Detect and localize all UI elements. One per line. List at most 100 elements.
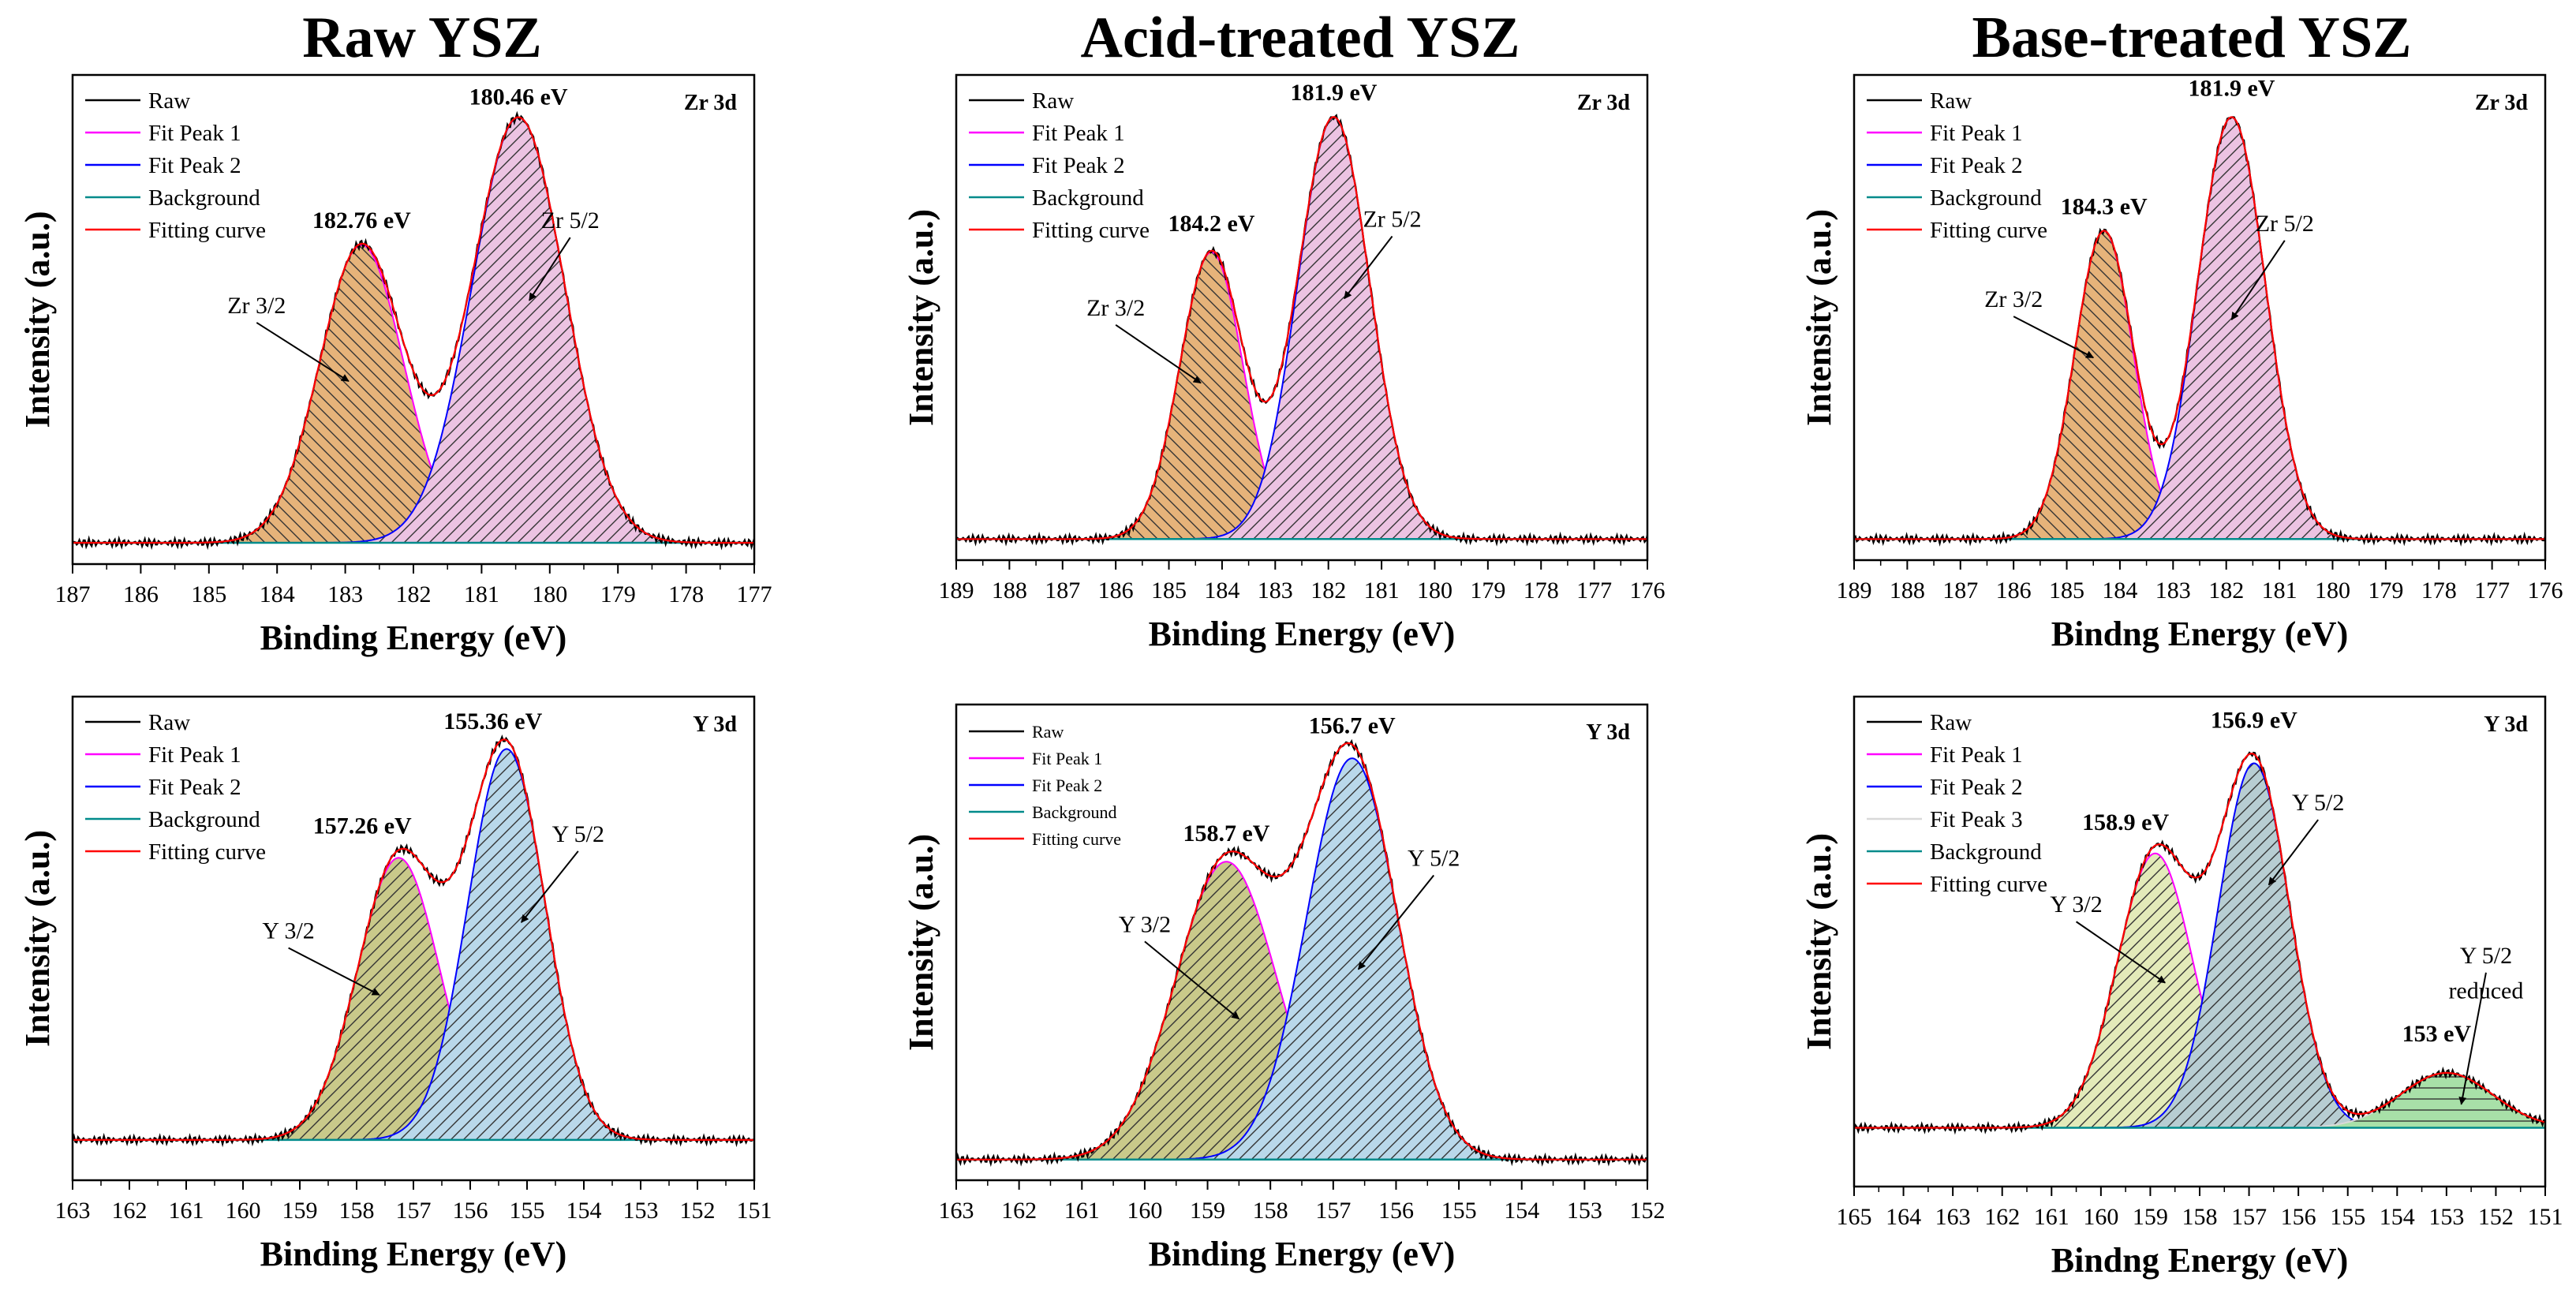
x-tick-label: 159 — [1190, 1198, 1225, 1224]
legend-label-fitting-curve: Fitting curve — [1930, 872, 2047, 897]
x-axis-title: Binding Energy (eV) — [1149, 615, 1456, 653]
legend-label-fit-peak-2: Fit Peak 2 — [148, 153, 241, 178]
legend-label-raw: Raw — [1032, 88, 1074, 114]
x-tick-label: 154 — [2380, 1204, 2415, 1230]
x-tick-label: 179 — [2368, 577, 2403, 604]
peak-hatch-2 — [1854, 117, 2545, 540]
annotation-arrow — [288, 947, 380, 996]
x-tick-label: 183 — [1258, 577, 1293, 604]
x-tick-label: 163 — [55, 1198, 91, 1224]
x-tick-label: 152 — [680, 1198, 716, 1224]
annotation-label: Y 3/2 — [1119, 911, 1171, 937]
y-axis-title: Intensity (a.u.) — [902, 834, 940, 1051]
x-tick-label: 162 — [112, 1198, 148, 1224]
annotation-arrow — [1144, 940, 1240, 1020]
legend-label-fitting-curve: Fitting curve — [148, 218, 266, 243]
annotation-arrow — [2230, 240, 2286, 321]
peak-label: 157.26 eV — [313, 813, 412, 839]
x-tick-label: 157 — [1315, 1198, 1351, 1224]
fitting-curve — [956, 742, 1647, 1161]
legend-label-background: Background — [1032, 802, 1117, 822]
x-tick-label: 182 — [1310, 577, 1346, 604]
y-axis-title: Intensity (a.u.) — [902, 209, 940, 426]
annotation-arrow — [2076, 921, 2167, 984]
x-tick-label: 158 — [1253, 1198, 1288, 1224]
peak-hatch-1 — [73, 858, 754, 1140]
x-axis-title: Binding Energy (eV) — [1149, 1235, 1456, 1273]
x-tick-label: 189 — [939, 577, 974, 604]
legend-label-fitting-curve: Fitting curve — [148, 839, 266, 865]
column-title-acid: Acid-treated YSZ — [1081, 6, 1520, 70]
x-tick-label: 180 — [1417, 577, 1453, 604]
x-tick-label: 162 — [1984, 1204, 2020, 1230]
annotation-label: Y 5/2 — [2460, 943, 2512, 969]
x-tick-label: 186 — [1996, 577, 2032, 604]
peak-hatch-2 — [73, 117, 754, 543]
x-tick-label: 153 — [2428, 1204, 2464, 1230]
legend-label-background: Background — [148, 185, 260, 211]
peak-hatch-3 — [1854, 1072, 2545, 1128]
panels: 187 186 185 184 183 182 181 180 179 178 177 Binding… — [18, 73, 2563, 1280]
y-axis-title: Intensity (a.u.) — [1800, 209, 1838, 426]
annotation-label: Y 5/2 — [2292, 790, 2344, 816]
x-tick-label: 183 — [2155, 577, 2191, 604]
fitting-curve — [73, 738, 754, 1141]
x-axis-title: Bindng Energy (eV) — [2051, 1241, 2348, 1280]
x-tick-label: 178 — [2421, 577, 2457, 604]
peak-label: 181.9 eV — [1290, 80, 1377, 106]
peak-hatch-1 — [73, 245, 754, 543]
column-title-raw: Raw YSZ — [302, 6, 542, 70]
legend-label-background: Background — [1032, 185, 1144, 211]
legend-label-raw: Raw — [1930, 88, 1972, 114]
y-axis-title: Intensity (a.u.) — [1800, 833, 1838, 1050]
x-tick-label: 161 — [2034, 1204, 2069, 1230]
x-tick-label: 180 — [2315, 577, 2350, 604]
x-tick-label: 183 — [327, 581, 363, 607]
y-axis-title: Intensity (a.u.) — [18, 830, 57, 1047]
legend-label-fit-peak-3: Fit Peak 3 — [1930, 807, 2023, 832]
x-tick-label: 187 — [55, 581, 91, 607]
x-tick-label: 157 — [396, 1198, 432, 1224]
x-tick-label: 152 — [1630, 1198, 1666, 1224]
peak-label: 181.9 eV — [2188, 76, 2275, 102]
legend-label-raw: Raw — [148, 710, 190, 735]
peak-label: 184.3 eV — [2061, 193, 2148, 219]
x-tick-label: 151 — [737, 1198, 772, 1224]
annotation-label: Y 5/2 — [552, 821, 604, 847]
x-tick-label: 154 — [1504, 1198, 1539, 1224]
x-tick-label: 158 — [2182, 1204, 2218, 1230]
corner-label: Zr 3d — [684, 91, 738, 115]
annotation-label: Y 3/2 — [2050, 891, 2102, 918]
annotation-arrow — [1344, 235, 1393, 300]
x-tick-label: 176 — [2528, 577, 2563, 604]
panel-base-zr: 189 188 187 186 185 184 183 182 181 180 179 178 177 1… — [1800, 73, 2563, 653]
legend-label-fit-peak-2: Fit Peak 2 — [1930, 775, 2023, 800]
corner-label: Y 3d — [2484, 712, 2528, 737]
x-tick-label: 179 — [600, 581, 636, 607]
x-tick-label: 178 — [1524, 577, 1559, 604]
legend-label-fitting-curve: Fitting curve — [1032, 829, 1121, 849]
x-tick-label: 163 — [1935, 1204, 1971, 1230]
x-tick-label: 188 — [992, 577, 1027, 604]
legend-label-raw: Raw — [148, 88, 190, 114]
annotation-label: Zr 3/2 — [227, 293, 286, 319]
annotation-label: Zr 5/2 — [1363, 207, 1421, 233]
x-tick-label: 185 — [2049, 577, 2084, 604]
peak-label: 156.7 eV — [1309, 713, 1396, 739]
x-tick-label: 181 — [1364, 577, 1400, 604]
x-tick-label: 178 — [668, 581, 704, 607]
corner-label: Zr 3d — [2475, 91, 2529, 115]
x-tick-label: 187 — [1942, 577, 1978, 604]
peak-label: 158.9 eV — [2082, 809, 2169, 835]
legend-label-background: Background — [148, 807, 260, 832]
panel-raw-zr: 187 186 185 184 183 182 181 180 179 178 177 Binding… — [18, 73, 772, 657]
x-tick-label: 155 — [1441, 1198, 1477, 1224]
legend-label-fit-peak-1: Fit Peak 1 — [148, 742, 241, 768]
x-tick-label: 161 — [169, 1198, 204, 1224]
annotation-arrow — [1115, 324, 1202, 384]
x-tick-label: 184 — [260, 581, 295, 607]
x-tick-label: 151 — [2528, 1204, 2563, 1230]
peak-label: 180.46 eV — [469, 84, 568, 110]
legend-label-fit-peak-1: Fit Peak 1 — [1032, 121, 1125, 146]
